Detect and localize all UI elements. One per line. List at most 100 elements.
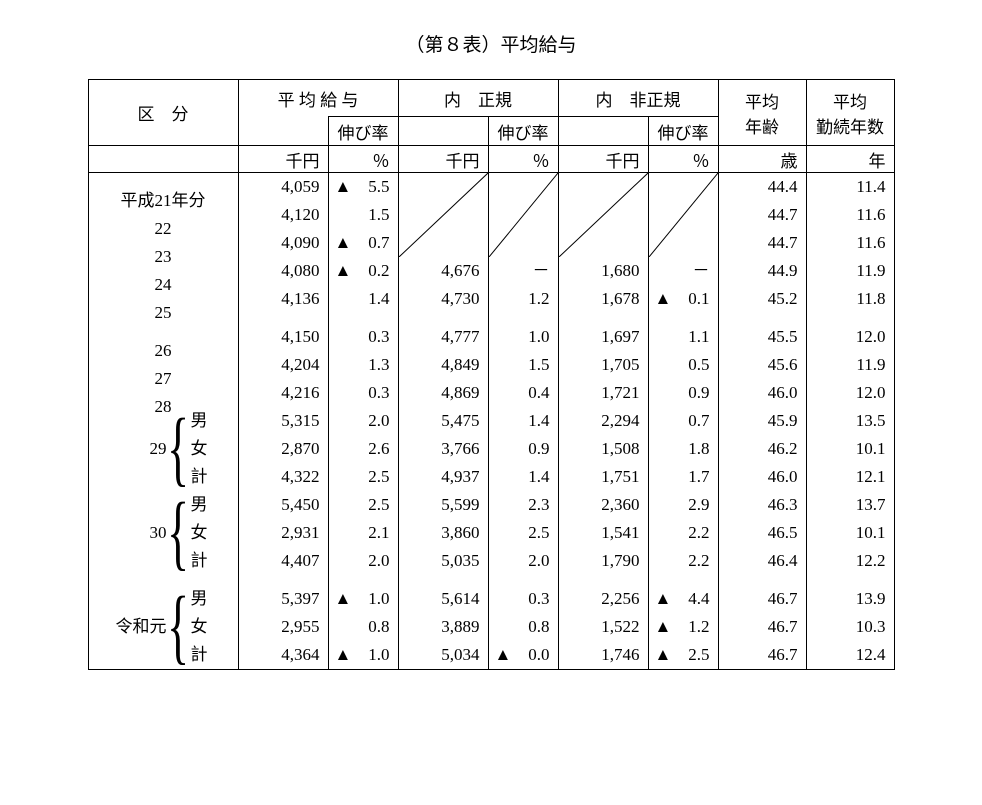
row-group-label: 30{男女計 [88, 491, 238, 575]
value-cell: 4,849 [398, 351, 488, 379]
rate-cell: 0.9 [488, 435, 558, 463]
value-cell: 4,777 [398, 323, 488, 351]
value-cell: 46.7 [718, 613, 806, 641]
value-cell: 10.1 [806, 435, 894, 463]
value-cell: 2,870 [238, 435, 328, 463]
row-sub-label: 女 [189, 613, 238, 641]
brace-icon: { [167, 407, 179, 491]
empty-diagonal-cell [648, 173, 718, 258]
unit-age: 歳 [718, 146, 806, 173]
value-cell: 45.6 [718, 351, 806, 379]
value-cell: 12.0 [806, 379, 894, 407]
hdr-growth-1: 伸び率 [328, 117, 398, 146]
value-cell: 46.2 [718, 435, 806, 463]
decrease-triangle-icon: ▲ [655, 641, 672, 669]
rate-cell: 1.2 [488, 285, 558, 313]
row-label: 25 [88, 285, 238, 313]
rate-cell: 1.4 [488, 463, 558, 491]
rate-cell: 1.3 [328, 351, 398, 379]
rate-cell: ▲2.5 [648, 641, 718, 670]
rate-cell: 1.5 [328, 201, 398, 229]
hdr-avg-salary: 平 均 給 与 [238, 80, 398, 117]
unit-yen-2: 千円 [398, 146, 488, 173]
row-sub-label: 男 [189, 585, 238, 613]
rate-cell: 0.3 [328, 379, 398, 407]
brace-icon: { [167, 491, 179, 575]
value-cell: 12.0 [806, 323, 894, 351]
rate-cell: 1.0 [488, 323, 558, 351]
row-sub-label: 計 [189, 547, 238, 575]
value-cell: 46.0 [718, 379, 806, 407]
row-label: 22 [88, 201, 238, 229]
decrease-triangle-icon: ▲ [495, 641, 512, 669]
value-cell: 1,746 [558, 641, 648, 670]
row-sub-label: 男 [189, 491, 238, 519]
value-cell: 11.6 [806, 229, 894, 257]
brace-icon: { [167, 585, 179, 669]
row-label: 24 [88, 257, 238, 285]
unit-yen-3: 千円 [558, 146, 648, 173]
value-cell: 1,678 [558, 285, 648, 313]
value-cell: 1,697 [558, 323, 648, 351]
value-cell: 1,522 [558, 613, 648, 641]
unit-tenure: 年 [806, 146, 894, 173]
rate-cell: 1.5 [488, 351, 558, 379]
rate-cell: 0.3 [328, 323, 398, 351]
value-cell: 10.3 [806, 613, 894, 641]
rate-cell: 2.5 [328, 463, 398, 491]
value-cell: 2,294 [558, 407, 648, 435]
hdr-regular: 内 正規 [398, 80, 558, 117]
value-cell: 44.9 [718, 257, 806, 285]
value-cell: 5,035 [398, 547, 488, 575]
value-cell: 1,790 [558, 547, 648, 575]
salary-table: 区 分 平 均 給 与 内 正規 内 非正規 平均 年齢 平均 勤続年数 伸び率… [88, 79, 895, 670]
value-cell: 46.4 [718, 547, 806, 575]
value-cell: 45.2 [718, 285, 806, 313]
value-cell: 5,475 [398, 407, 488, 435]
rate-cell: ▲1.0 [328, 585, 398, 613]
value-cell: 4,120 [238, 201, 328, 229]
decrease-triangle-icon: ▲ [335, 229, 352, 257]
empty-diagonal-cell [558, 173, 648, 258]
value-cell: 4,364 [238, 641, 328, 670]
value-cell: 11.4 [806, 173, 894, 202]
value-cell: 4,204 [238, 351, 328, 379]
rate-cell: 0.7 [648, 407, 718, 435]
rate-cell: － [488, 257, 558, 285]
value-cell: 4,322 [238, 463, 328, 491]
row-label: 23 [88, 229, 238, 257]
rate-cell: 2.5 [488, 519, 558, 547]
value-cell: 11.6 [806, 201, 894, 229]
value-cell: 46.7 [718, 585, 806, 613]
value-cell: 13.5 [806, 407, 894, 435]
rate-cell: 0.4 [488, 379, 558, 407]
rate-cell: 2.0 [488, 547, 558, 575]
rate-cell: 0.9 [648, 379, 718, 407]
hdr-age: 平均 年齢 [718, 80, 806, 146]
rate-cell: － [648, 257, 718, 285]
value-cell: 4,216 [238, 379, 328, 407]
rate-cell: 2.9 [648, 491, 718, 519]
value-cell: 4,676 [398, 257, 488, 285]
value-cell: 44.7 [718, 229, 806, 257]
value-cell: 13.7 [806, 491, 894, 519]
decrease-triangle-icon: ▲ [335, 641, 352, 669]
rate-cell: 2.2 [648, 547, 718, 575]
value-cell: 4,937 [398, 463, 488, 491]
rate-cell: 1.4 [328, 285, 398, 313]
value-cell: 46.5 [718, 519, 806, 547]
decrease-triangle-icon: ▲ [335, 257, 352, 285]
rate-cell: ▲0.1 [648, 285, 718, 313]
hdr-tenure: 平均 勤続年数 [806, 80, 894, 146]
value-cell: 2,955 [238, 613, 328, 641]
value-cell: 12.2 [806, 547, 894, 575]
rate-cell: 1.7 [648, 463, 718, 491]
rate-cell: ▲5.5 [328, 173, 398, 202]
value-cell: 5,315 [238, 407, 328, 435]
rate-cell: ▲1.0 [328, 641, 398, 670]
rate-cell: ▲0.0 [488, 641, 558, 670]
row-sub-label: 計 [189, 641, 238, 669]
table-title: （第８表）平均給与 [0, 30, 982, 57]
rate-cell: 0.3 [488, 585, 558, 613]
row-sub-label: 男 [189, 407, 238, 435]
